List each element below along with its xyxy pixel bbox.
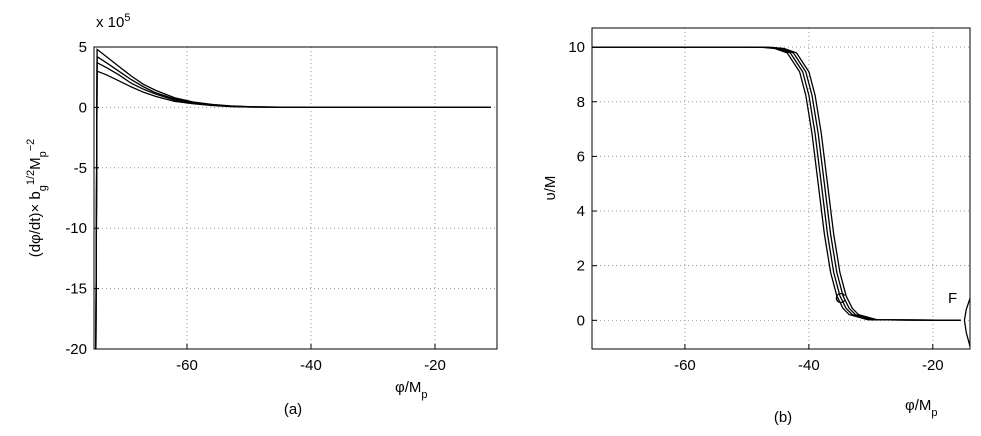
label-part: −2: [25, 139, 37, 152]
label-part: M: [27, 157, 44, 170]
x-axis-label: φ/Mp: [905, 397, 938, 419]
label-part: p: [37, 151, 49, 157]
y-tick-label: -20: [65, 341, 87, 358]
offset-text: x 105: [96, 12, 130, 31]
data-line: [592, 46, 961, 321]
x-axis-label: φ/Mp: [395, 379, 428, 401]
data-line: [95, 61, 491, 350]
data-line: [592, 46, 961, 321]
y-axis-label: (dφ/dt)× bg1/2Mp−2: [25, 139, 49, 258]
label-part: φ/M: [905, 397, 931, 414]
y-tick-label: -5: [74, 160, 87, 177]
data-line: [963, 298, 971, 347]
y-tick-label: 4: [577, 203, 585, 220]
y-tick-label: 8: [577, 94, 585, 111]
annotation: F: [948, 290, 957, 307]
label-part: p: [421, 389, 427, 401]
x-tick-label: -20: [424, 357, 446, 374]
label-part: 5: [124, 12, 130, 24]
caption: (a): [284, 401, 302, 418]
data-line: [95, 55, 491, 350]
label-part: 1/2: [25, 170, 37, 185]
label-part: x 10: [96, 14, 124, 31]
y-tick-label: 6: [577, 148, 585, 165]
data-line: [592, 46, 961, 321]
label-part: g: [37, 185, 49, 191]
x-tick-label: -60: [176, 357, 198, 374]
caption: (b): [774, 409, 792, 426]
plot-frame: [93, 46, 498, 350]
y-axis-label: υ/M: [542, 176, 559, 201]
x-tick-label: -20: [922, 357, 944, 374]
y-tick-label: 0: [79, 99, 87, 116]
x-tick-label: -40: [798, 357, 820, 374]
label-part: p: [931, 407, 937, 419]
label-part: φ/M: [395, 379, 421, 396]
label-part: υ/M: [542, 176, 559, 201]
data-line: [95, 70, 491, 350]
label-part: (dφ/dt)× b: [27, 191, 44, 257]
y-tick-label: -15: [65, 281, 87, 298]
plot-frame: [591, 27, 971, 350]
y-tick-label: 2: [577, 258, 585, 275]
x-tick-label: -60: [674, 357, 696, 374]
y-tick-label: 0: [577, 312, 585, 329]
y-tick-label: 10: [568, 39, 585, 56]
y-tick-label: -10: [65, 220, 87, 237]
data-line: [592, 46, 961, 321]
x-tick-label: -40: [300, 357, 322, 374]
y-tick-label: 5: [79, 39, 87, 56]
annotation: C: [835, 290, 846, 307]
